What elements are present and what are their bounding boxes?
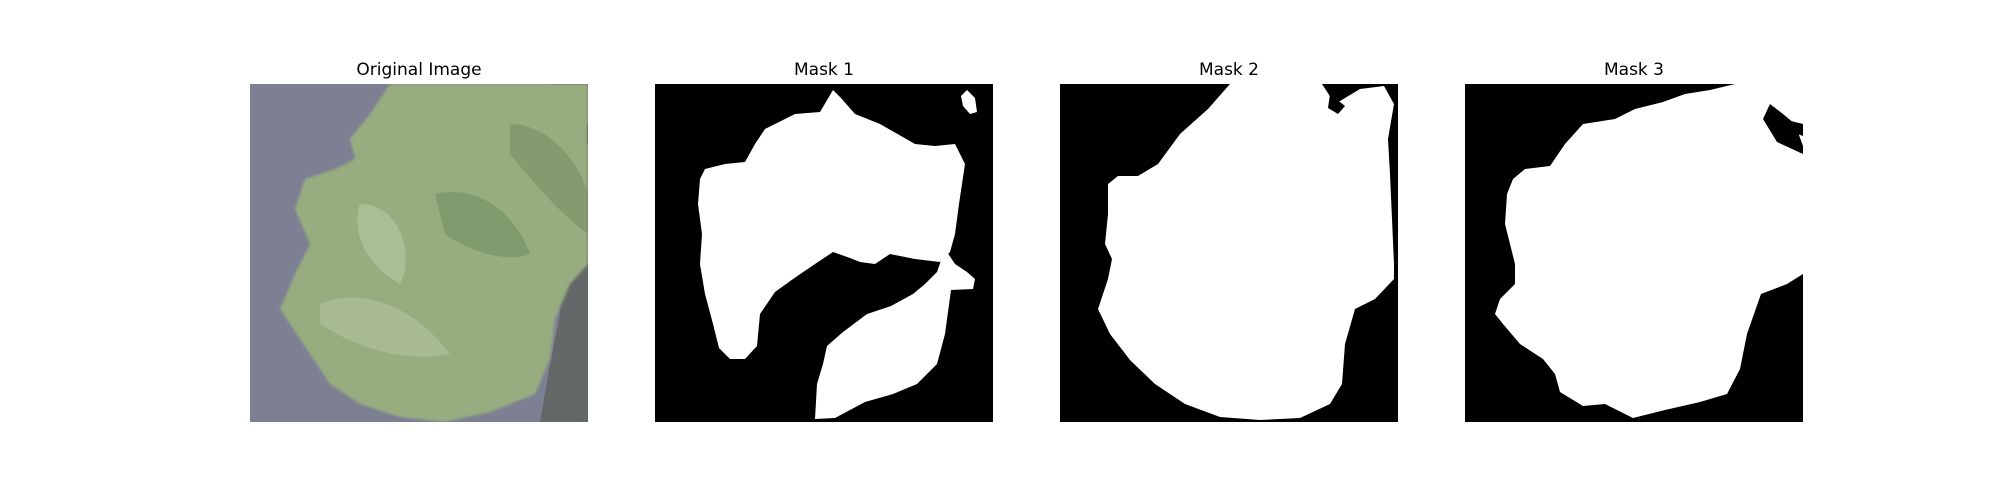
mask-2 xyxy=(1060,84,1398,422)
panel-title-mask-2: Mask 2 xyxy=(1198,60,1259,80)
mask-3 xyxy=(1465,84,1803,422)
panel-title-mask-1: Mask 1 xyxy=(793,60,854,80)
original-image xyxy=(250,84,588,422)
panel-title-mask-3: Mask 3 xyxy=(1603,60,1664,80)
mask-1 xyxy=(655,84,993,422)
panel-title-original: Original Image xyxy=(356,60,482,80)
